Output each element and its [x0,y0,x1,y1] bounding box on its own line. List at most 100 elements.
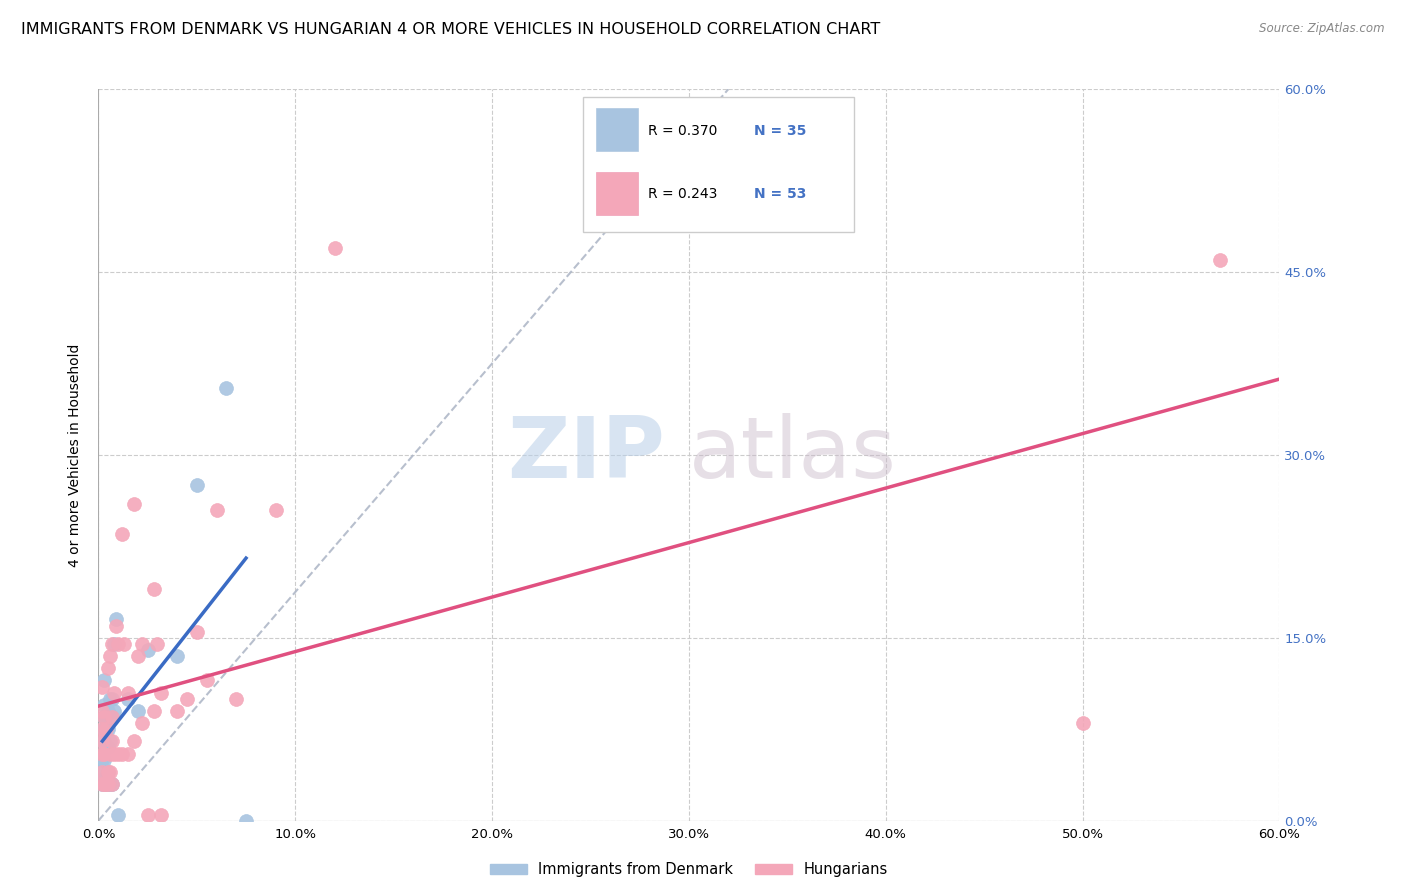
Point [101,710,124,724]
Point [91,734,114,748]
Point [91,777,114,791]
FancyBboxPatch shape [596,172,638,215]
Point [107,807,129,822]
Text: ZIP: ZIP [508,413,665,497]
Point [93,771,115,785]
Point [101,691,124,706]
Point [91,747,114,761]
Point [105,618,128,632]
Text: R = 0.243: R = 0.243 [648,186,717,201]
Text: IMMIGRANTS FROM DENMARK VS HUNGARIAN 4 OR MORE VEHICLES IN HOUSEHOLD CORRELATION: IMMIGRANTS FROM DENMARK VS HUNGARIAN 4 O… [21,22,880,37]
Point [91,704,114,718]
Point [98,691,121,706]
Point [195,673,218,688]
Legend: Immigrants from Denmark, Hungarians: Immigrants from Denmark, Hungarians [485,856,893,883]
Point [97,777,120,791]
Point [91,777,114,791]
Point [166,704,188,718]
Point [93,734,115,748]
Point [98,734,121,748]
Point [96,740,118,755]
Point [215,381,238,395]
Point [176,691,198,706]
Point [103,637,125,651]
Point [146,637,169,651]
Y-axis label: 4 or more Vehicles in Household: 4 or more Vehicles in Household [69,343,83,566]
Point [101,734,124,748]
Point [112,637,135,651]
Point [117,747,139,761]
Point [101,710,124,724]
Point [97,764,120,779]
Point [91,680,114,694]
Point [97,740,120,755]
Text: atlas: atlas [689,413,897,497]
Point [103,747,125,761]
Point [150,807,173,822]
Point [166,649,188,664]
Point [136,643,159,657]
Point [93,710,115,724]
Point [93,710,115,724]
Point [96,723,118,737]
Point [105,613,128,627]
Point [98,649,121,664]
Point [96,777,118,791]
Point [142,582,165,596]
Point [97,777,120,791]
Point [117,686,139,700]
Point [186,624,208,639]
Point [235,814,257,828]
Text: Source: ZipAtlas.com: Source: ZipAtlas.com [1260,22,1385,36]
Point [101,777,124,791]
Point [1071,716,1094,731]
Point [127,649,149,664]
Point [91,764,114,779]
Point [93,673,115,688]
Point [225,691,247,706]
Point [122,734,145,748]
Point [93,723,115,737]
Point [91,764,114,779]
Point [93,698,115,712]
Point [96,710,118,724]
Point [91,723,114,737]
Point [264,503,287,517]
Point [101,637,124,651]
Point [111,747,134,761]
Point [117,691,139,706]
Point [91,753,114,767]
Point [101,777,124,791]
Text: N = 53: N = 53 [754,186,806,201]
Point [98,777,121,791]
Point [107,637,129,651]
FancyBboxPatch shape [582,96,855,232]
Point [97,764,120,779]
Point [131,716,153,731]
FancyBboxPatch shape [596,108,638,152]
Point [127,704,149,718]
Point [103,686,125,700]
Point [323,241,346,255]
Point [93,777,115,791]
Point [131,637,153,651]
Point [107,747,129,761]
Point [186,478,208,492]
Point [93,753,115,767]
Point [97,723,120,737]
Point [96,777,118,791]
Point [122,497,145,511]
Text: R = 0.370: R = 0.370 [648,124,717,138]
Point [97,661,120,675]
Point [98,747,121,761]
Point [150,686,173,700]
Point [103,704,125,718]
Point [136,807,159,822]
Point [93,747,115,761]
Point [111,527,134,541]
Point [98,764,121,779]
Text: N = 35: N = 35 [754,124,806,138]
Point [205,503,228,517]
Point [142,704,165,718]
Point [97,704,120,718]
